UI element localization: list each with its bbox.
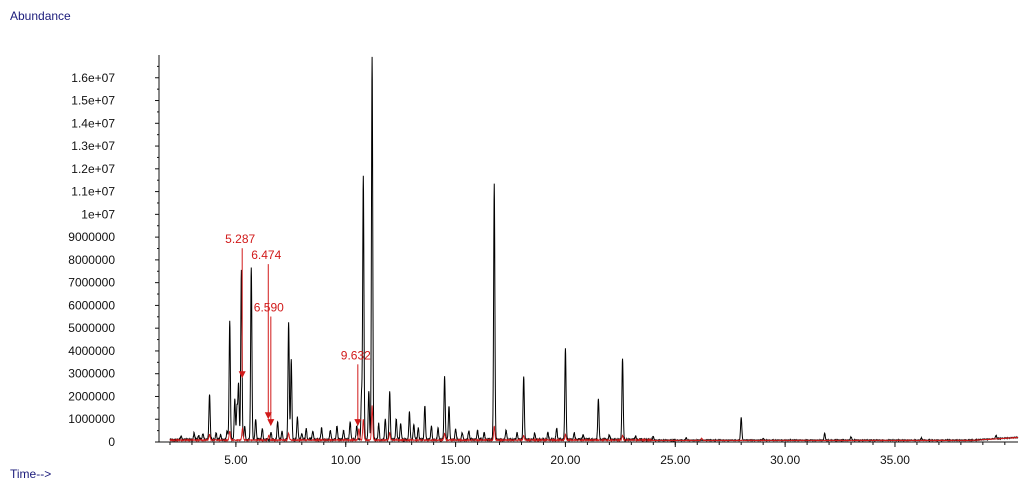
x-tick-label: 15.00	[441, 453, 471, 467]
x-tick-label: 30.00	[770, 453, 800, 467]
y-tick-label: 1.6e+07	[71, 71, 115, 85]
x-tick-label: 5.00	[224, 453, 248, 467]
x-axis-label: Time-->	[10, 467, 52, 481]
y-tick-label: 1.5e+07	[71, 94, 115, 108]
y-tick-label: 5000000	[68, 321, 115, 335]
y-tick-label: 0	[108, 435, 115, 449]
trace-red	[169, 405, 1019, 443]
annotation-label: 5.287	[225, 232, 255, 246]
y-tick-label: 1.1e+07	[71, 185, 115, 199]
traces	[169, 56, 1019, 443]
y-tick-label: 1.3e+07	[71, 139, 115, 153]
trace-black	[169, 56, 1019, 443]
x-tick-label: 25.00	[660, 453, 690, 467]
annotation-arrow	[238, 371, 246, 379]
x-tick-label: 20.00	[550, 453, 580, 467]
annotation-arrow	[267, 419, 275, 427]
annotation-label: 6.590	[254, 301, 284, 315]
y-tick-label: 8000000	[68, 253, 115, 267]
annotation-arrow	[354, 419, 362, 427]
annotation-arrow	[264, 412, 272, 420]
y-tick-label: 4000000	[68, 344, 115, 358]
axes: 0 1000000 2000000 3000000 4000000 5000000 6000…	[68, 55, 1018, 467]
y-tick-label: 3000000	[68, 367, 115, 381]
x-tick-label: 35.00	[880, 453, 910, 467]
y-tick-label: 9000000	[68, 230, 115, 244]
y-axis-label: Abundance	[10, 9, 71, 23]
x-tick-label: 10.00	[331, 453, 361, 467]
y-tick-label: 7000000	[68, 276, 115, 290]
y-tick-label: 1e+07	[81, 207, 115, 221]
annotation-label: 6.474	[251, 248, 281, 262]
peak-annotations: 5.287 6.474 6.590 9.632	[225, 232, 371, 427]
y-tick-label: 1.4e+07	[71, 116, 115, 130]
y-tick-label: 6000000	[68, 298, 115, 312]
y-tick-label: 1000000	[68, 412, 115, 426]
annotation-label: 9.632	[341, 348, 371, 362]
y-tick-label: 2000000	[68, 389, 115, 403]
y-tick-label: 1.2e+07	[71, 162, 115, 176]
